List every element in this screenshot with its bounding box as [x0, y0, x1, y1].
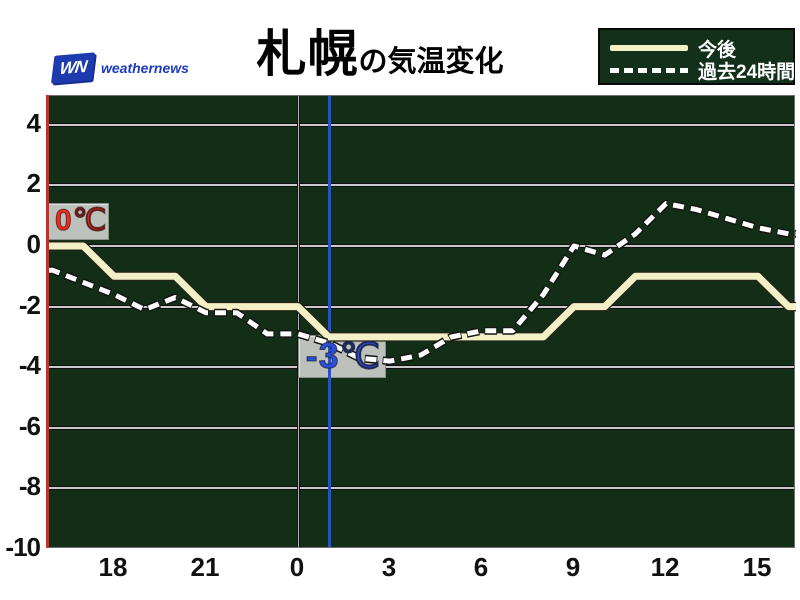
title-city: 札幌: [256, 26, 359, 82]
gridline--2: [49, 304, 794, 309]
y-tick--8: -8: [18, 471, 41, 502]
page-title: 札幌 の気温変化: [0, 14, 760, 86]
gridline-hour-0: [297, 96, 300, 547]
solid-line-swatch: [610, 45, 688, 51]
x-tick-3: 3: [381, 552, 397, 582]
chart-gridlines: [49, 96, 794, 547]
gridline-4: [49, 122, 794, 127]
chart-legend: 今後 過去24時間: [598, 28, 795, 85]
dashed-line-swatch: [610, 67, 688, 73]
y-tick--4: -4: [18, 350, 41, 381]
forecast-line-outline: [47, 241, 796, 342]
legend-item-past24h: 過去24時間: [610, 59, 795, 83]
y-tick-2: 2: [26, 168, 41, 199]
gridline--6: [49, 425, 794, 430]
weathernews-logo: WN weathernews: [50, 52, 189, 84]
annotation-backgrounds: [46, 96, 794, 547]
gridline-2: [49, 183, 794, 188]
gridline--4: [49, 365, 794, 370]
logo-wordmark: weathernews: [101, 60, 189, 76]
y-tick--10: -10: [5, 532, 41, 562]
x-tick-15: 15: [742, 552, 772, 582]
gridline-0: [49, 244, 794, 248]
x-tick-12: 12: [650, 552, 680, 582]
y-tick--2: -2: [18, 289, 41, 320]
legend-item-forecast: 今後: [610, 37, 785, 61]
legend-label-past24h: 過去24時間: [698, 61, 796, 83]
left-axis-line: [46, 95, 49, 548]
x-tick-6: 6: [473, 552, 489, 582]
temperature-chart-plot: 0℃ -3℃: [46, 95, 796, 548]
temperature-lines: [47, 199, 796, 366]
legend-label-forecast: 今後: [698, 39, 737, 61]
x-tick-18: 18: [98, 552, 128, 582]
gridline--8: [49, 486, 794, 491]
x-tick-0: 0: [289, 552, 305, 582]
y-tick-0: 0: [26, 229, 41, 259]
x-tick-21: 21: [190, 552, 220, 582]
forecast-line: [49, 242, 796, 341]
current-time-line: [327, 96, 331, 547]
x-tick-9: 9: [565, 552, 581, 582]
y-tick--6: -6: [18, 410, 41, 441]
title-suffix: の気温変化: [358, 46, 504, 78]
y-tick-4: 4: [26, 107, 41, 138]
past24h-line: [49, 201, 796, 364]
